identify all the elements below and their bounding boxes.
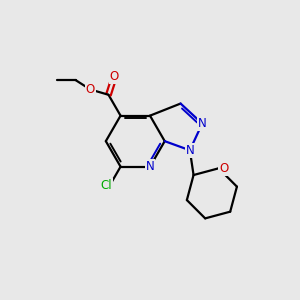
Text: O: O	[85, 83, 95, 96]
Text: N: N	[146, 160, 154, 173]
Text: Cl: Cl	[101, 179, 112, 192]
Text: O: O	[219, 162, 229, 175]
Text: O: O	[110, 70, 119, 83]
Text: N: N	[185, 144, 194, 157]
Text: N: N	[198, 117, 207, 130]
